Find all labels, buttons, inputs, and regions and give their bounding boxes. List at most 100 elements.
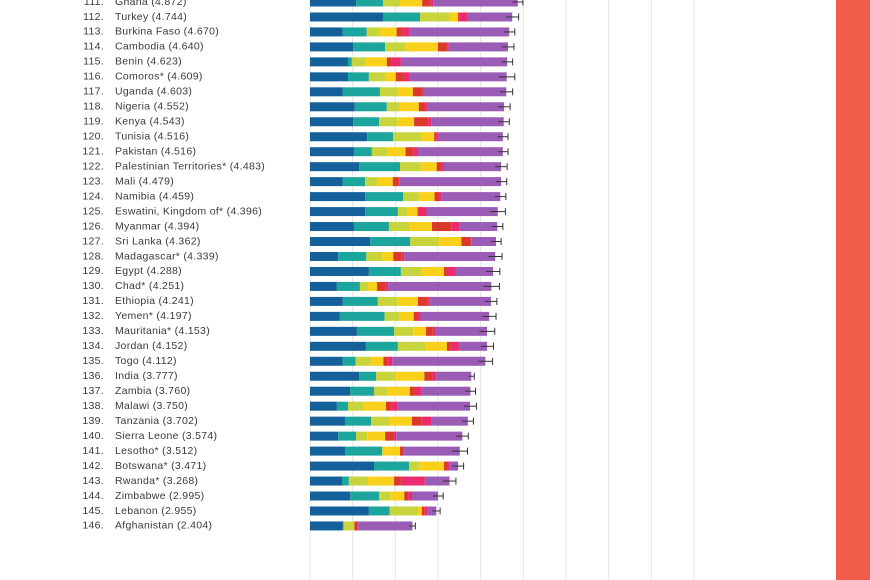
bar-segment <box>379 491 391 501</box>
error-bar <box>499 88 514 96</box>
bar-segment <box>347 401 364 411</box>
bar-segment <box>398 177 400 187</box>
bar-segment <box>397 296 418 306</box>
bar-segment <box>418 192 435 202</box>
bar-segment <box>400 162 421 172</box>
bar-segment <box>379 117 398 127</box>
rank-label: 118. <box>83 101 104 113</box>
bar-segment <box>353 521 355 531</box>
bar-segment <box>310 386 351 396</box>
error-bar <box>409 522 416 530</box>
error-bar <box>501 58 514 66</box>
bar-segment <box>393 251 402 261</box>
bar-segment <box>400 476 425 486</box>
rank-label: 139. <box>82 415 104 427</box>
bar-segment <box>459 12 468 22</box>
rank-label: 117. <box>83 86 104 98</box>
bar-segment <box>365 207 398 217</box>
chart: 111. Ghana (4.872) 112. Turkey (4.744) 113. B… <box>82 0 695 580</box>
category-label: Ethiopia (4.241) <box>115 295 194 307</box>
bar-segment <box>421 266 444 276</box>
bar-segment <box>399 311 414 321</box>
bar-segment <box>436 132 439 142</box>
bar-segment <box>385 431 395 441</box>
bar-segment <box>310 521 343 531</box>
category-label: Malawi (3.750) <box>115 400 188 412</box>
bar-segment <box>409 386 415 396</box>
bar-segment <box>382 0 401 7</box>
error-bar <box>482 312 497 320</box>
bar-segment <box>343 521 354 531</box>
bar-segment <box>310 0 357 7</box>
bar-segment <box>434 132 437 142</box>
bar-segment <box>310 117 354 127</box>
bar-segment <box>400 57 508 67</box>
bar-segment <box>441 162 444 172</box>
bar-segment <box>467 12 513 22</box>
bar-segment <box>359 281 369 291</box>
bar-segment <box>310 162 360 172</box>
bar-segment <box>403 446 404 456</box>
category-label: Kenya (4.543) <box>115 116 185 128</box>
bar-segment <box>310 296 343 306</box>
rank-label: 142. <box>82 460 104 472</box>
bar-segment <box>310 207 366 217</box>
rank-label: 124. <box>82 190 104 202</box>
bar-segment <box>310 57 348 67</box>
bar-segment <box>365 177 378 187</box>
bar-segment <box>424 371 433 381</box>
bar-segment <box>310 461 374 471</box>
bar-segment <box>386 102 400 112</box>
error-bar <box>486 267 501 275</box>
bar-segment <box>421 132 435 142</box>
bar-segment <box>422 87 424 97</box>
bar-segment <box>389 506 418 516</box>
bar-segment <box>399 177 502 187</box>
bar-segment <box>382 446 401 456</box>
bar-segment <box>438 237 462 247</box>
bar-segment <box>310 147 354 157</box>
bar-segment <box>426 341 447 351</box>
error-bar <box>432 507 441 515</box>
bar-segment <box>342 177 366 187</box>
bar-segment <box>395 72 404 82</box>
bar-segment <box>368 72 386 82</box>
bar-segment <box>387 147 406 157</box>
error-bar <box>494 193 507 201</box>
bar-segment <box>377 177 393 187</box>
bar-segment <box>417 207 419 217</box>
bar-segment <box>310 311 340 321</box>
bar-segment <box>431 416 468 426</box>
bar-segment <box>392 356 486 366</box>
bar-segment <box>404 251 496 261</box>
bar-segment <box>424 506 428 516</box>
bar-segment <box>391 57 401 67</box>
category-label: Myanmar (4.394) <box>115 220 199 232</box>
bar-segment <box>408 491 412 501</box>
bar-segment <box>388 281 492 291</box>
bar-segment <box>427 102 505 112</box>
bar-segment <box>366 27 380 37</box>
bar-segment <box>348 476 369 486</box>
bar-segment <box>342 356 356 366</box>
bar-segment <box>399 102 419 112</box>
bar-segment <box>390 491 405 501</box>
category-label: Botswana* (3.471) <box>115 460 206 472</box>
bar-segment <box>397 87 413 97</box>
rank-label: 130. <box>82 280 104 292</box>
error-bar <box>495 178 508 186</box>
bar-segment <box>355 356 371 366</box>
category-label: Ghana (4.872) <box>115 0 187 8</box>
bar-segment <box>310 266 369 276</box>
bar-segment <box>458 12 460 22</box>
bar-segment <box>471 237 497 247</box>
rank-label: 125. <box>82 205 104 217</box>
bar-segment <box>385 281 389 291</box>
bar-segment <box>342 476 349 486</box>
bar-segment <box>392 177 399 187</box>
bar-segment <box>421 386 471 396</box>
error-bar <box>488 252 503 260</box>
bar-segment <box>371 147 388 157</box>
bar-segment <box>310 356 343 366</box>
category-label: Tunisia (4.516) <box>115 131 189 143</box>
